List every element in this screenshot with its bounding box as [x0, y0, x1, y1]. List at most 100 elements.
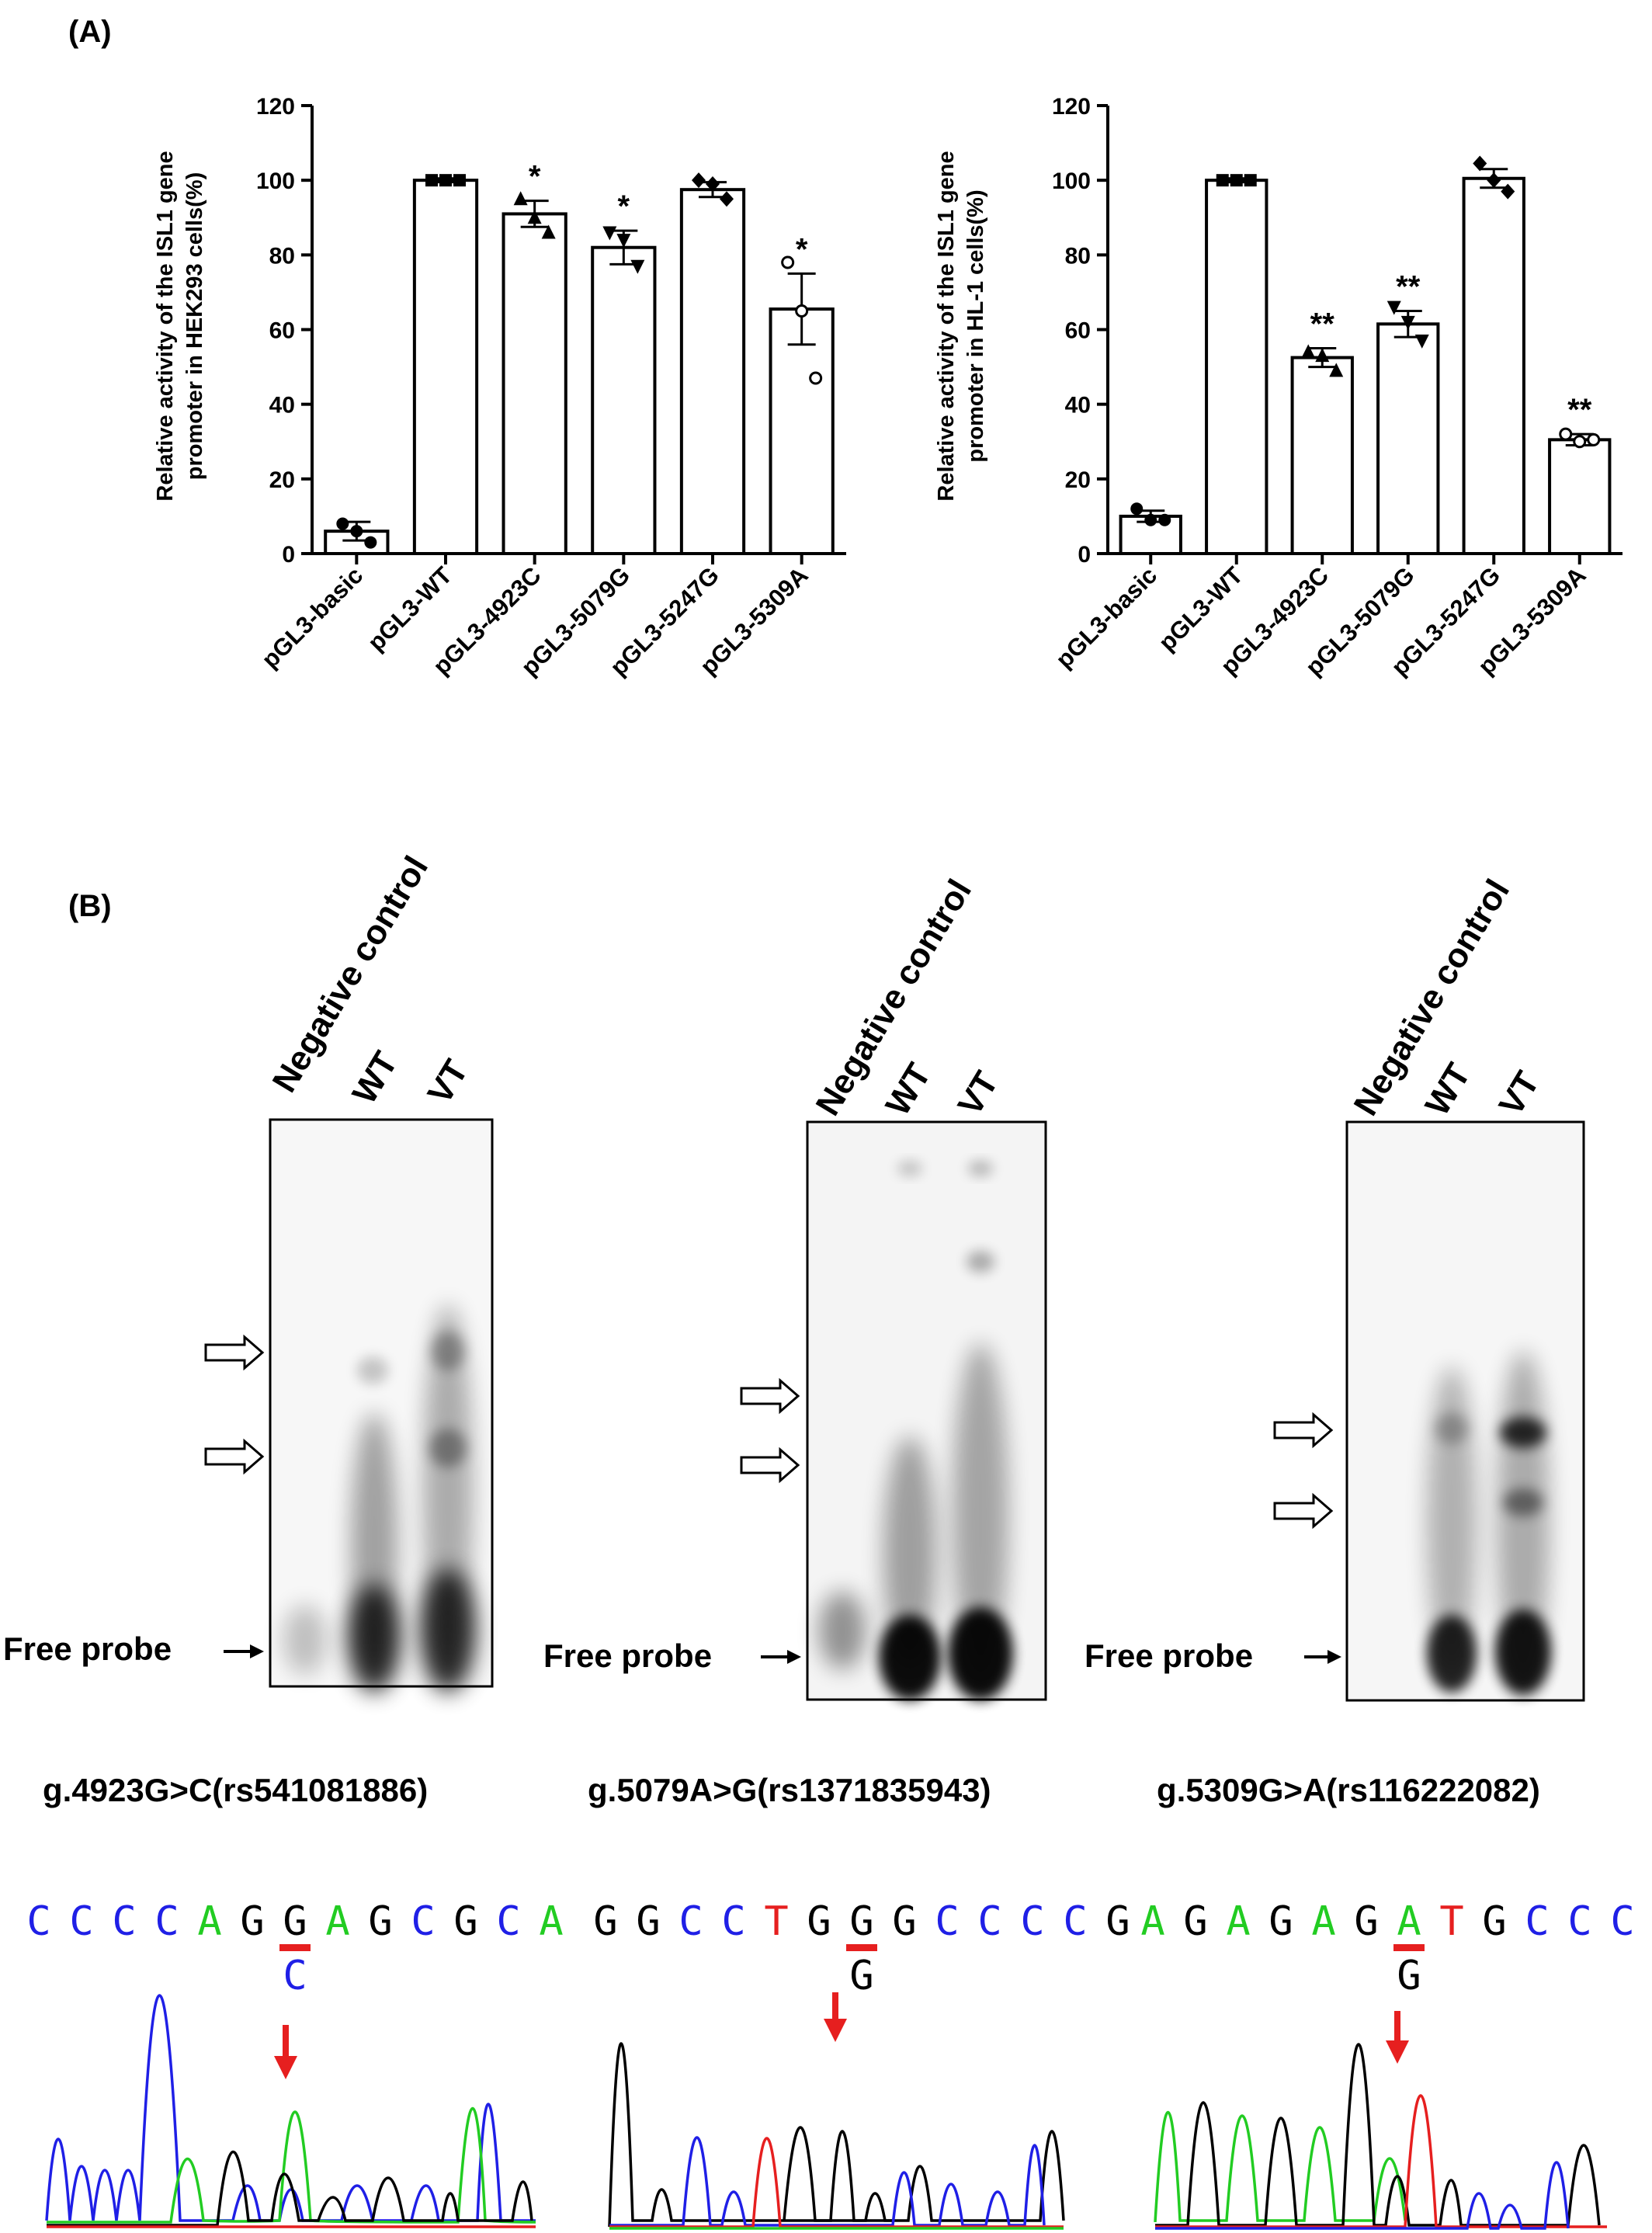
sequence-base: A [1140, 1898, 1164, 1945]
chart-hek293-ylabel-line1: Relative activity of the ISL1 gene [153, 151, 178, 501]
smear-wt-body [883, 1436, 936, 1669]
band-vt-middle [429, 1429, 467, 1467]
emsa-gel-3: Negative control WT VT Free probe [1085, 873, 1585, 1702]
hollow-arrow-icon [204, 1438, 265, 1475]
data-point [809, 371, 823, 385]
trace-red [609, 2137, 1064, 2228]
red-arrowhead-icon [824, 2019, 847, 2042]
lane-label-negative-control: Negative control [266, 849, 436, 1099]
significance-marker: ** [1396, 269, 1421, 304]
sequence-base: C [935, 1898, 959, 1945]
band-wt-top [897, 1161, 922, 1176]
bar [412, 179, 479, 556]
chart-hl1-ylabel-line2: promoter in HL-1 cells(%) [963, 189, 988, 462]
chart-hek293-ylabel-line2: promoter in HEK293 cells(%) [182, 172, 207, 480]
lane-label-vt: VT [951, 1065, 1006, 1123]
chart-hl1-plot: 020406080100120pGL3-basicpGL3-WT**pGL3-4… [1050, 94, 1622, 681]
data-point [541, 224, 556, 239]
band-vt-strong [1500, 1417, 1546, 1448]
trace-black-peaks [783, 2126, 1065, 2222]
data-point [706, 175, 720, 192]
variant-underline [1393, 1944, 1425, 1951]
y-tick-label: 40 [1065, 393, 1091, 418]
chromatogram-1 [45, 1994, 536, 2228]
data-point [1386, 300, 1401, 315]
sequence-base: C [721, 1898, 745, 1945]
variant-underline [279, 1944, 311, 1951]
free-probe-label: Free probe [3, 1630, 172, 1667]
data-point [781, 255, 795, 269]
sequence-track-1: C C C C A G G A G C G C AC [26, 1898, 563, 1999]
smear-wt-free-probe [1427, 1615, 1477, 1693]
chromatogram-3 [1154, 2011, 1607, 2230]
variant-title: g.5309G>A(rs116222082) [1157, 1772, 1540, 1808]
data-point [1329, 363, 1344, 377]
y-tick-label: 80 [269, 243, 295, 269]
sequence-base: C [154, 1898, 179, 1945]
sequence-base: A [1226, 1898, 1250, 1945]
hollow-arrow-icon [740, 1377, 800, 1415]
data-point [1216, 174, 1229, 187]
smear-wt-body [1427, 1367, 1477, 1677]
sequence-base: C [496, 1898, 520, 1945]
sequence-base: G [1183, 1898, 1207, 1945]
trace-green [47, 2107, 536, 2224]
smear-nc-free-probe [283, 1605, 327, 1675]
trace-red [1154, 2094, 1607, 2228]
smear-vt-free-probe [420, 1568, 476, 1693]
sequence-base: T [764, 1898, 788, 1945]
trace-blue [609, 2136, 1046, 2227]
y-tick-label: 80 [1065, 243, 1091, 269]
lane-label-wt: WT [345, 1045, 405, 1110]
sequence-base: G [1268, 1898, 1293, 1945]
sequence-base: C [1063, 1898, 1087, 1945]
panel-a-label: (A) [68, 15, 112, 49]
bar [769, 307, 835, 555]
y-tick-label: 20 [269, 467, 295, 493]
lane-label-wt: WT [879, 1057, 939, 1122]
band-vt-top [968, 1161, 993, 1176]
data-point [1301, 344, 1316, 359]
alt-base: G [849, 1953, 873, 1999]
chart-hl1-ylabel: Relative activity of the ISL1 gene promo… [934, 151, 988, 501]
data-point [795, 304, 809, 318]
y-tick-label: 120 [256, 94, 295, 120]
hollow-arrow-icon [740, 1446, 800, 1484]
sequence-base: A [197, 1898, 221, 1945]
trace-black [608, 2042, 893, 2228]
variant-title: g.5079A>G(rs1371835943) [588, 1772, 991, 1808]
sequence-base: C [1525, 1898, 1549, 1945]
data-point [513, 191, 528, 206]
data-point [692, 172, 706, 189]
sequence-track-3: AGAGAGATGCCCGG [1140, 1898, 1634, 1999]
bar [1376, 322, 1440, 555]
data-point [1559, 427, 1573, 441]
bar [1205, 179, 1268, 556]
data-point [1587, 432, 1601, 446]
smear-vt-free-probe [948, 1607, 1013, 1700]
chart-hl1-ylabel-line1: Relative activity of the ISL1 gene [934, 151, 959, 501]
sequence-base: G [807, 1898, 831, 1945]
smear-vt-free-probe [1495, 1610, 1551, 1695]
y-tick-label: 60 [1065, 318, 1091, 344]
sequence-base: A [539, 1898, 563, 1945]
data-point [1573, 435, 1587, 449]
significance-marker: * [529, 160, 541, 194]
sequence-base: A [1311, 1898, 1335, 1945]
sequence-base: A [1397, 1898, 1421, 1945]
data-point [1158, 513, 1171, 526]
data-point [439, 174, 452, 187]
y-tick-label: 60 [269, 318, 295, 344]
hollow-arrow-icon [1273, 1412, 1334, 1449]
red-arrowhead-icon [274, 2056, 297, 2079]
band-wt-upper [357, 1356, 388, 1384]
y-tick-label: 0 [282, 542, 295, 568]
significance-marker: * [796, 232, 808, 266]
data-point [1473, 155, 1487, 172]
trace-blue [1155, 2161, 1570, 2230]
significance-marker: ** [1567, 393, 1592, 427]
data-point [720, 191, 734, 207]
data-point [364, 536, 377, 549]
data-point [1244, 174, 1257, 187]
